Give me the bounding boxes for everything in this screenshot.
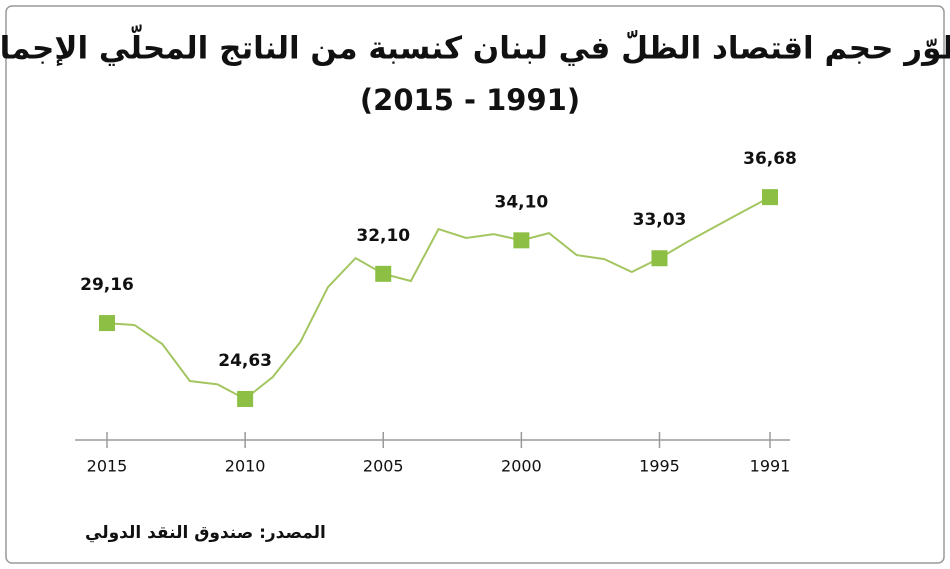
x-tick-label: 1991 (750, 457, 791, 476)
data-label: 32,10 (356, 226, 410, 246)
marker (513, 232, 530, 249)
source: المصدر: صندوق النقد الدولي (85, 523, 326, 543)
x-tick-label: 2015 (87, 457, 128, 476)
chart-title: تطوّر حجم اقتصاد الظلّ في لبنان كنسبة من… (0, 24, 950, 67)
x-tick-label: 1995 (639, 457, 680, 476)
data-label: 34,10 (494, 192, 548, 212)
data-label: 33,03 (633, 210, 687, 230)
x-tick-label: 2000 (501, 457, 542, 476)
x-tick-label: 2005 (363, 457, 404, 476)
marker (651, 250, 668, 267)
frame (5, 5, 945, 564)
chart-subtitle: (2015 - 1991) (360, 83, 580, 117)
marker (762, 189, 778, 206)
data-label: 29,16 (80, 275, 134, 295)
marker (99, 315, 115, 332)
marker (237, 390, 254, 407)
data-label: 36,68 (743, 149, 797, 169)
data-label: 24,63 (218, 351, 272, 371)
x-tick-label: 2010 (225, 457, 266, 476)
marker (375, 265, 392, 282)
